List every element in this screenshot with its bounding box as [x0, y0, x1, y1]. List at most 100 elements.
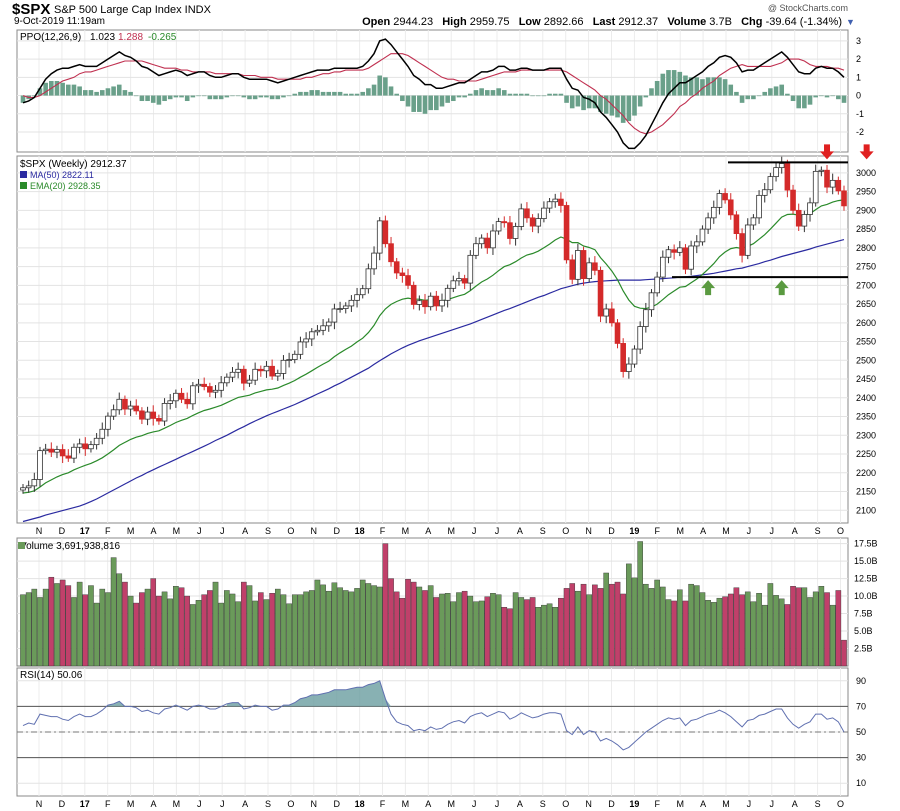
high-value: 2959.75 — [469, 16, 510, 28]
price-candle — [693, 235, 700, 254]
price-candle — [88, 440, 94, 453]
price-candle — [382, 215, 389, 248]
volume-bar — [677, 589, 683, 667]
volume-bar — [490, 593, 496, 667]
rsi-overbought-fill — [107, 680, 392, 707]
candle-body — [699, 228, 706, 243]
candle-body — [518, 208, 525, 227]
candle-body — [716, 193, 723, 208]
ppo-histogram-bar — [286, 95, 292, 97]
ema20-legend: EMA(20) 2928.35 — [30, 181, 101, 191]
price-tick-label: 2800 — [856, 243, 876, 253]
volume-bar — [122, 581, 128, 667]
candle-body — [603, 308, 609, 317]
chg-label: Chg — [741, 16, 763, 28]
candle-body — [161, 403, 168, 422]
ppo-histogram-bar — [179, 95, 184, 98]
volume-bar — [241, 581, 247, 667]
price-month-label: M — [127, 526, 135, 536]
ppo-histogram-bar — [451, 95, 456, 102]
volume-bar — [529, 597, 536, 667]
rsi-month-label: 17 — [80, 799, 90, 809]
price-candle — [614, 319, 621, 349]
ma50-legend-swatch — [20, 171, 27, 178]
volume-bar — [535, 607, 542, 667]
triangle-down-icon[interactable]: ▼ — [846, 17, 855, 27]
price-candle — [48, 442, 55, 458]
price-candle — [235, 362, 241, 379]
price-candle — [541, 201, 547, 223]
volume-bar — [450, 601, 457, 667]
ppo-histogram-bar — [507, 93, 513, 96]
volume-bar — [473, 601, 479, 667]
volume-bar — [393, 591, 400, 667]
price-candle — [65, 449, 72, 462]
candle-body — [71, 446, 77, 459]
volume-bar — [756, 593, 762, 667]
price-candle — [110, 404, 117, 420]
price-panel — [16, 155, 849, 524]
price-candle — [314, 325, 321, 336]
price-candle — [59, 444, 66, 464]
price-candle — [54, 445, 60, 459]
ppo-histogram-bar — [235, 95, 241, 97]
volume-bar — [342, 590, 349, 667]
rsi-month-label: F — [380, 799, 386, 809]
volume-bar — [439, 593, 445, 667]
volume-bar — [824, 592, 830, 667]
volume-bar — [507, 608, 513, 667]
candle-body — [609, 308, 615, 324]
ppo-histogram-bar — [841, 95, 847, 103]
price-candle — [224, 373, 230, 387]
price-month-label: A — [792, 526, 798, 536]
ppo-histogram-bar — [569, 95, 575, 109]
ppo-histogram-bar — [807, 95, 813, 105]
price-candle — [433, 290, 440, 311]
candle-body — [150, 411, 157, 419]
price-candle — [824, 164, 830, 194]
candle-body — [359, 288, 366, 296]
volume-bar — [643, 583, 649, 667]
candle-body — [427, 295, 434, 308]
price-month-label: J — [220, 526, 225, 536]
price-candle — [161, 398, 168, 426]
ppo-histogram-bar — [790, 95, 796, 102]
low-value: 2892.66 — [543, 16, 584, 28]
ma50-legend: MA(50) 2822.11 — [30, 170, 94, 180]
volume-bar — [727, 593, 734, 667]
volume-bar — [280, 594, 287, 667]
price-candle — [710, 200, 717, 224]
volume-tick-label: 17.5B — [854, 539, 878, 549]
candle-body — [626, 363, 632, 372]
candle-body — [705, 217, 711, 230]
price-candle — [439, 293, 445, 312]
price-candle — [201, 377, 207, 391]
candle-body — [263, 365, 270, 372]
candle-body — [325, 321, 332, 327]
price-tick-label: 2900 — [856, 205, 876, 215]
price-candle — [76, 438, 83, 454]
volume-bar — [161, 591, 168, 667]
volume-tick-label: 5.0B — [854, 626, 873, 636]
volume-bar — [25, 592, 32, 667]
volume-bar — [665, 599, 672, 667]
ppo-histogram-bar — [660, 73, 666, 96]
volume-bar — [354, 588, 360, 667]
price-candle — [501, 216, 508, 228]
volume-bar — [144, 588, 151, 667]
volume-bar — [325, 590, 332, 667]
price-candle — [456, 271, 462, 286]
ppo-histogram-bar — [620, 95, 626, 123]
candle-body — [563, 205, 570, 261]
ppo-histogram-bar — [82, 90, 88, 96]
price-candle — [801, 210, 808, 233]
volume-bar — [382, 543, 389, 667]
rsi-month-label: 18 — [355, 799, 365, 809]
price-candle — [388, 236, 394, 267]
ppo-histogram-bar — [700, 79, 705, 96]
candle-body — [59, 449, 66, 457]
candle-body — [410, 284, 417, 305]
ppo-histogram-bar — [768, 88, 773, 96]
price-month-label: A — [242, 526, 248, 536]
ppo-histogram-bar — [326, 91, 332, 96]
